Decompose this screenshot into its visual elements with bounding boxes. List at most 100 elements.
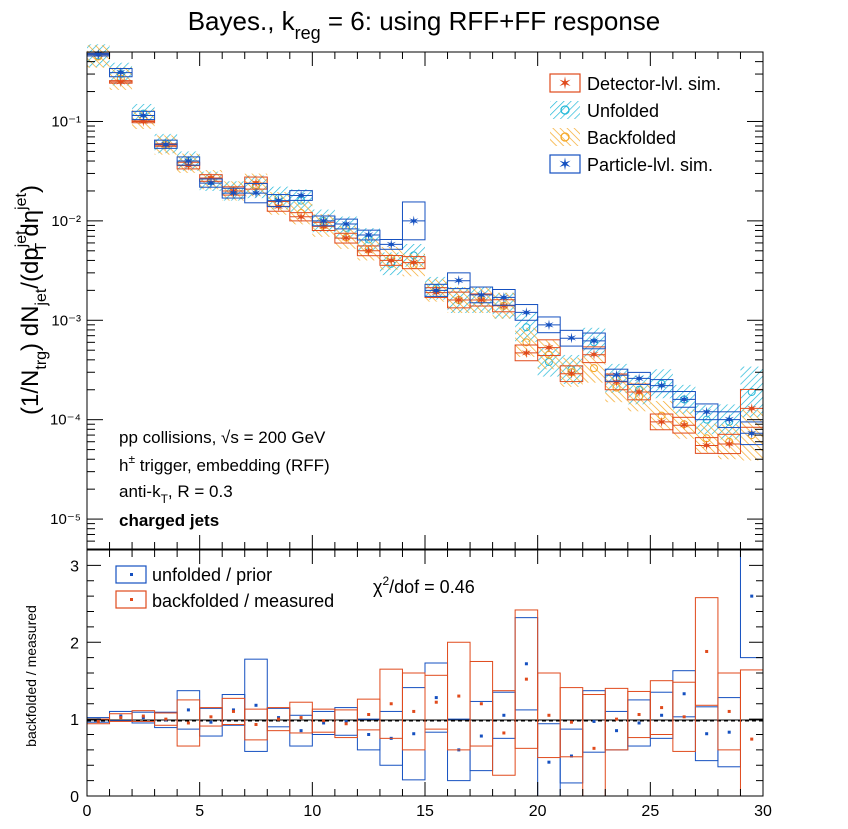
unfolded-point [657, 379, 666, 388]
particle-star-marker: ✶ [453, 273, 465, 289]
legend-label-particle: Particle-lvl. sim. [587, 155, 713, 175]
detector-ratio-marker [344, 722, 348, 726]
backfolded-point [387, 254, 396, 263]
detector-ratio-marker [524, 677, 528, 681]
particle-ratio-marker [502, 713, 506, 717]
top-y-tick-label: 10⁻⁵ [50, 511, 81, 528]
annotation-line-collisions: pp collisions, √s = 200 GeV [119, 428, 326, 447]
detector-ratio-marker [660, 706, 664, 710]
particle-star-marker: ✶ [228, 185, 240, 201]
particle-star-marker: ✶ [92, 47, 104, 63]
detector-ratio-marker [434, 700, 438, 704]
particle-star-marker: ✶ [318, 213, 330, 229]
particle-ratio-marker [547, 760, 551, 764]
backfolded-band [267, 192, 290, 215]
backfolded-point [544, 350, 553, 359]
detector-ratio-marker [254, 723, 258, 727]
detector-ratio-marker [682, 715, 686, 719]
particle-star-marker: ✶ [183, 153, 195, 169]
bottom-x-tick-label: 5 [195, 803, 204, 820]
particle-ratio-marker [660, 713, 664, 717]
backfolded-band [357, 237, 380, 261]
backfolded-point [567, 368, 576, 377]
detector-star-marker: ✶ [611, 374, 623, 390]
particle-star-marker: ✶ [656, 378, 668, 394]
legend-circle-icon-backfolded [560, 132, 570, 142]
backfolded-band [177, 153, 200, 173]
legend-item-backfolded-ratio: backfolded / measured [115, 590, 334, 611]
detector-ratio-box [694, 597, 719, 706]
legend-label-unfolded-ratio: unfolded / prior [152, 565, 272, 585]
legend-hatch-backfolded [550, 128, 580, 146]
detector-star-marker: ✶ [566, 366, 578, 382]
bottom-x-tick-label: 20 [529, 803, 547, 820]
detector-ratio-marker [547, 713, 551, 717]
particle-star-marker: ✶ [611, 367, 623, 383]
particle-ratio-marker [254, 703, 258, 707]
top-y-tick-label: 10⁻² [51, 213, 81, 230]
legend-box-backfolded-ratio [115, 590, 147, 609]
particle-star-marker: ✶ [430, 282, 442, 298]
detector-star-marker: ✶ [746, 400, 758, 416]
legend-label-backfolded-ratio: backfolded / measured [152, 591, 334, 611]
backfolded-band [582, 353, 606, 383]
particle-star-marker: ✶ [475, 287, 487, 303]
detector-star-marker: ✶ [453, 292, 465, 308]
backfolded-band [627, 382, 651, 412]
detector-star-marker: ✶ [160, 137, 172, 153]
particle-ratio-marker [344, 719, 348, 723]
particle-star-marker: ✶ [385, 236, 397, 252]
backfolded-point [342, 233, 351, 242]
particle-ratio-marker [705, 732, 709, 736]
top-y-axis-label: (1/Ntrg) dNjet/(dpjetTdηjet) [13, 185, 50, 415]
chi2-label: χ2/dof = 0.46 [373, 574, 475, 597]
particle-ratio-marker [592, 719, 596, 723]
detector-star-marker: ✶ [295, 209, 307, 225]
top-y-tick-label: 10⁻¹ [51, 113, 81, 130]
bottom-x-tick-label: 25 [641, 803, 659, 820]
legend-marker-unfolded-ratio [130, 573, 133, 576]
particle-star-marker: ✶ [363, 227, 375, 243]
legend-item-particle: ✶ Particle-lvl. sim. [549, 154, 713, 175]
particle-ratio-marker [727, 730, 731, 734]
particle-star-marker: ✶ [205, 175, 217, 191]
legend-label-unfolded: Unfolded [587, 101, 659, 121]
particle-star-marker: ✶ [340, 216, 352, 232]
detector-ratio-marker [412, 709, 416, 713]
particle-ratio-marker [299, 729, 303, 733]
legend-box-unfolded-ratio [115, 565, 147, 584]
detector-ratio-marker [479, 702, 483, 706]
detector-ratio-marker [389, 702, 393, 706]
particle-star-marker: ✶ [543, 317, 555, 333]
detector-star-marker: ✶ [588, 347, 600, 363]
detector-ratio-marker [141, 714, 145, 718]
particle-star-marker: ✶ [295, 188, 307, 204]
particle-star-marker: ✶ [137, 107, 149, 123]
backfolded-band [650, 401, 673, 431]
bottom-x-tick-label: 0 [83, 803, 92, 820]
legend-hatch-unfolded [550, 101, 580, 119]
backfolded-band [560, 357, 583, 387]
chart-title: Bayes., kreg = 6: using RFF+FF response [188, 6, 661, 43]
annotation-line-jets: charged jets [119, 511, 219, 530]
detector-star-marker: ✶ [543, 340, 555, 356]
particle-star-marker: ✶ [633, 370, 645, 386]
particle-star-marker: ✶ [701, 404, 713, 420]
legend-box-detector [549, 73, 581, 93]
detector-star-marker: ✶ [363, 243, 375, 259]
legend-item-unfolded: Unfolded [550, 101, 659, 121]
particle-star-marker: ✶ [521, 304, 533, 320]
particle-ratio-marker [479, 734, 483, 738]
detector-star-marker: ✶ [498, 298, 510, 314]
detector-ratio-marker [231, 709, 235, 713]
detector-star-marker: ✶ [656, 414, 668, 430]
legend-item-unfolded-ratio: unfolded / prior [115, 565, 272, 585]
top-y-tick-label: 10⁻³ [51, 312, 81, 329]
bottom-x-tick-label: 30 [754, 803, 772, 820]
bottom-x-tick-label: 15 [416, 803, 434, 820]
particle-ratio-marker [367, 733, 371, 736]
legend-marker-backfolded-ratio [130, 598, 133, 601]
detector-star-marker: ✶ [475, 292, 487, 308]
